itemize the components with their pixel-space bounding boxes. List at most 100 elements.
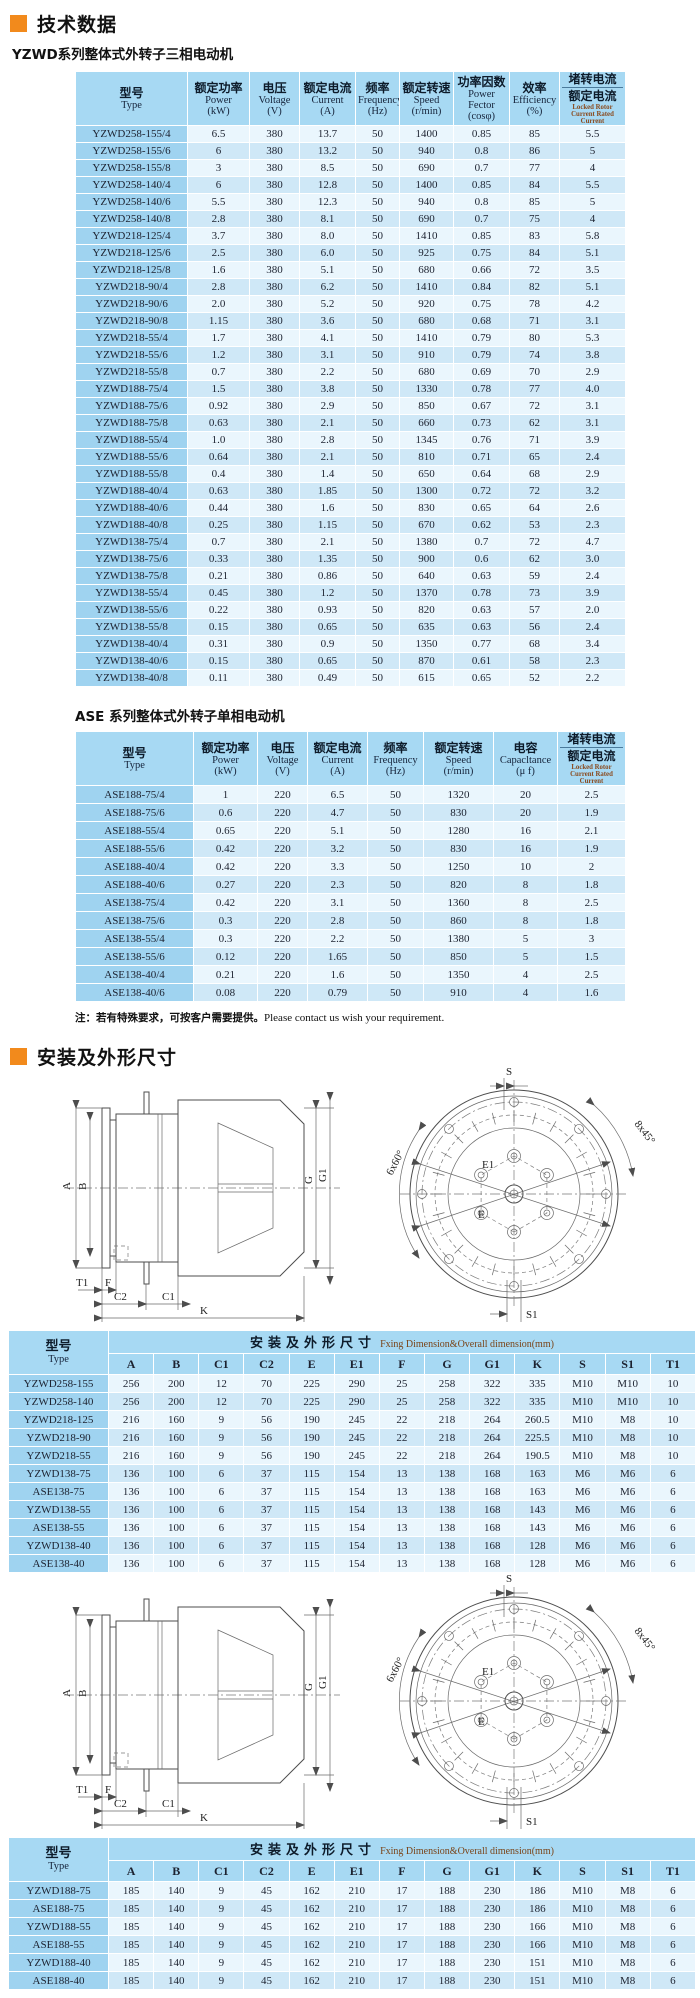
value-cell: 1330 <box>399 380 454 398</box>
value-cell: 68 <box>509 465 560 483</box>
type-cell: YZWD218-90/8 <box>75 312 188 330</box>
value-cell: 830 <box>423 839 494 858</box>
value-cell: 6 <box>198 1500 245 1519</box>
value-cell: 210 <box>333 1935 380 1954</box>
value-cell: 168 <box>469 1518 516 1537</box>
dimension-row: YZWD188-55 185 140 9 45 162 210 17 188 230 166 M10 M… <box>8 1917 697 1936</box>
value-cell: 128 <box>514 1536 561 1555</box>
value-cell: 77 <box>509 159 560 177</box>
value-cell: 50 <box>355 329 400 347</box>
value-cell: 166 <box>514 1935 561 1954</box>
value-cell: 37 <box>243 1464 290 1483</box>
value-cell: 50 <box>355 227 400 245</box>
value-cell: 56 <box>509 618 560 636</box>
value-cell: 138 <box>423 1464 471 1483</box>
value-cell: 72 <box>509 397 560 415</box>
spec-row: YZWD138-55/8 0.15 380 0.65 50 635 0.63 56 2.4 <box>75 618 626 636</box>
value-cell: 37 <box>243 1536 290 1555</box>
value-cell: 5 <box>493 947 558 966</box>
value-cell: 71 <box>509 431 560 449</box>
value-cell: 162 <box>288 1899 335 1918</box>
value-cell: 6.5 <box>307 785 368 804</box>
value-cell: 650 <box>399 465 454 483</box>
value-cell: 0.15 <box>187 652 250 670</box>
value-cell: 1.9 <box>557 803 626 822</box>
value-cell: 50 <box>355 176 400 194</box>
svg-text:G1: G1 <box>317 1169 329 1182</box>
value-cell: 680 <box>399 363 454 381</box>
value-cell: 2.8 <box>307 911 368 930</box>
value-cell: 230 <box>469 1881 516 1900</box>
value-cell: 115 <box>288 1518 335 1537</box>
value-cell: 380 <box>249 227 300 245</box>
value-cell: 635 <box>399 618 454 636</box>
orange-square-icon <box>10 15 27 32</box>
type-cell: ASE188-55/4 <box>75 821 194 840</box>
value-cell: 1.4 <box>299 465 356 483</box>
spec-row: YZWD218-125/8 1.6 380 5.1 50 680 0.66 72 3.5 <box>75 261 626 279</box>
value-cell: 1.85 <box>299 482 356 500</box>
spec-row: ASE138-55/6 0.12 220 1.65 50 850 5 1.5 <box>75 947 626 966</box>
dimension-table-2: 型号 Type 安装及外形尺寸 Fxing Dimension&Overall dim… <box>8 1837 697 1990</box>
column-header: 功率因数 Power Fector (cosφ) <box>453 71 510 126</box>
column-header: 堵转电流 额定电流 Locked Rotor Current Rated Curre… <box>557 731 626 786</box>
spec-row: ASE188-40/4 0.42 220 3.3 50 1250 10 2 <box>75 857 626 876</box>
note-line: 注：若有特殊要求，可按客户需要提供。Please contact us wish… <box>75 1010 700 1025</box>
type-cell: YZWD258-155/4 <box>75 125 188 143</box>
value-cell: M10 <box>559 1971 606 1990</box>
value-cell: 380 <box>249 295 300 313</box>
value-cell: 220 <box>257 929 308 948</box>
value-cell: 50 <box>367 911 424 930</box>
value-cell: 2.4 <box>559 618 626 636</box>
value-cell: 4 <box>559 210 626 228</box>
value-cell: 50 <box>367 785 424 804</box>
value-cell: M10 <box>559 1374 606 1393</box>
value-cell: 50 <box>355 414 400 432</box>
value-cell: 1320 <box>423 785 494 804</box>
type-cell: ASE188-40/6 <box>75 875 194 894</box>
dimension-row: ASE188-55 185 140 9 45 162 210 17 188 230 166 M10 M8… <box>8 1935 697 1954</box>
value-cell: 0.79 <box>453 346 510 364</box>
value-cell: 84 <box>509 176 560 194</box>
value-cell: 154 <box>333 1482 380 1501</box>
spec-row: YZWD138-55/4 0.45 380 1.2 50 1370 0.78 73 3.9 <box>75 584 626 602</box>
value-cell: 0.64 <box>187 448 250 466</box>
value-cell: 50 <box>355 142 400 160</box>
type-cell: YZWD138-55 <box>8 1500 109 1519</box>
value-cell: M8 <box>604 1881 651 1900</box>
dimension-letter-header: F <box>378 1860 425 1882</box>
value-cell: M6 <box>559 1464 606 1483</box>
value-cell: 100 <box>153 1554 200 1573</box>
value-cell: 380 <box>249 618 300 636</box>
value-cell: 9 <box>198 1428 245 1447</box>
spec-row: ASE188-75/4 1 220 6.5 50 1320 20 2.5 <box>75 785 626 804</box>
value-cell: 380 <box>249 244 300 262</box>
value-cell: 0.72 <box>453 482 510 500</box>
spec-row: YZWD218-90/6 2.0 380 5.2 50 920 0.75 78 4.2 <box>75 295 626 313</box>
type-cell: YZWD258-155 <box>8 1374 109 1393</box>
value-cell: 5.8 <box>559 227 626 245</box>
spec-row: ASE188-55/6 0.42 220 3.2 50 830 16 1.9 <box>75 839 626 858</box>
value-cell: 8 <box>493 875 558 894</box>
value-cell: 0.49 <box>299 669 356 687</box>
value-cell: 50 <box>367 803 424 822</box>
ase-spec-table: 型号 Type 额定功率 Power (kW) 电压 Voltage (V) 额定电流 Curre… <box>75 731 626 1002</box>
type-cell: ASE138-55/4 <box>75 929 194 948</box>
value-cell: 2.8 <box>299 431 356 449</box>
value-cell: 0.77 <box>453 635 510 653</box>
value-cell: 6 <box>649 1935 697 1954</box>
value-cell: 1.15 <box>187 312 250 330</box>
value-cell: 0.08 <box>193 983 258 1002</box>
value-cell: 0.44 <box>187 499 250 517</box>
value-cell: 50 <box>355 635 400 653</box>
value-cell: 0.11 <box>187 669 250 687</box>
spec-row: YZWD218-90/8 1.15 380 3.6 50 680 0.68 71 3.1 <box>75 312 626 330</box>
type-cell: YZWD138-55/6 <box>75 601 188 619</box>
value-cell: 380 <box>249 193 300 211</box>
value-cell: 50 <box>355 210 400 228</box>
spec-row: YZWD218-55/8 0.7 380 2.2 50 680 0.69 70 2.9 <box>75 363 626 381</box>
value-cell: 17 <box>378 1881 425 1900</box>
spec-row: YZWD258-155/4 6.5 380 13.7 50 1400 0.85 85 5.5 <box>75 125 626 143</box>
value-cell: 1.6 <box>557 983 626 1002</box>
value-cell: 820 <box>399 601 454 619</box>
